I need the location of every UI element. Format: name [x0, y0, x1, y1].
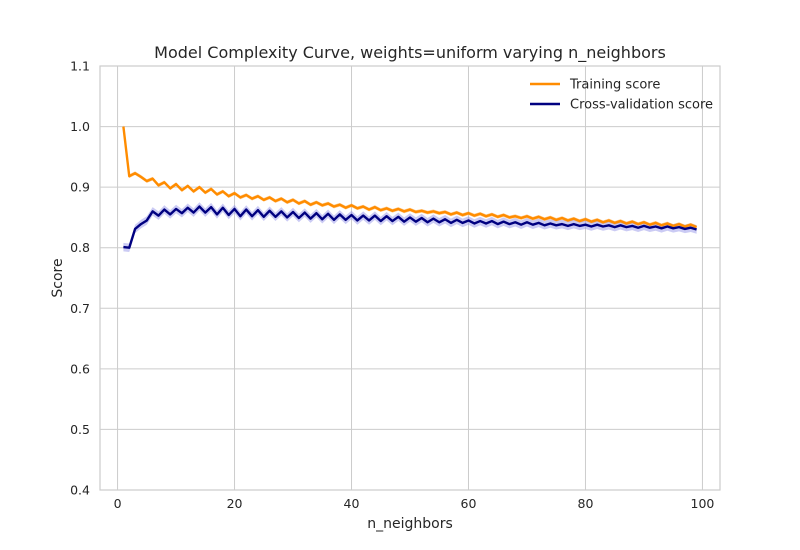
x-axis-ticks: 0 20 40 60 80 100: [114, 496, 715, 511]
series-lines: [122, 126, 698, 249]
x-tick-label: 20: [227, 496, 243, 511]
legend: Training score Cross-validation score: [530, 78, 713, 113]
y-tick-label: 1.1: [70, 59, 90, 74]
y-tick-label: 0.8: [70, 240, 90, 255]
x-axis-label: n_neighbors: [367, 516, 453, 532]
series-1-line: [123, 205, 697, 249]
y-axis-label: Score: [50, 258, 66, 297]
y-tick-label: 0.5: [70, 422, 90, 437]
x-tick-label: 80: [578, 496, 594, 511]
y-tick-label: 0.6: [70, 361, 90, 376]
chart-title: Model Complexity Curve, weights=uniform …: [154, 43, 666, 63]
y-tick-label: 0.4: [70, 483, 90, 498]
y-tick-label: 0.7: [70, 301, 90, 316]
y-tick-label: 0.9: [70, 180, 90, 195]
x-tick-label: 40: [344, 496, 360, 511]
series-0-line: [122, 126, 698, 229]
legend-label-1: Cross-validation score: [570, 98, 713, 113]
y-tick-label: 1.0: [70, 119, 90, 134]
x-tick-label: 0: [114, 496, 122, 511]
x-tick-label: 60: [461, 496, 477, 511]
series-0-band: [123, 124, 697, 229]
legend-label-0: Training score: [569, 78, 660, 93]
plot-area: [99, 65, 721, 491]
x-tick-label: 100: [691, 496, 715, 511]
y-axis-ticks: 0.4 0.5 0.6 0.7 0.8 0.9 1.0 1.1: [70, 59, 90, 498]
grid: [100, 65, 720, 491]
